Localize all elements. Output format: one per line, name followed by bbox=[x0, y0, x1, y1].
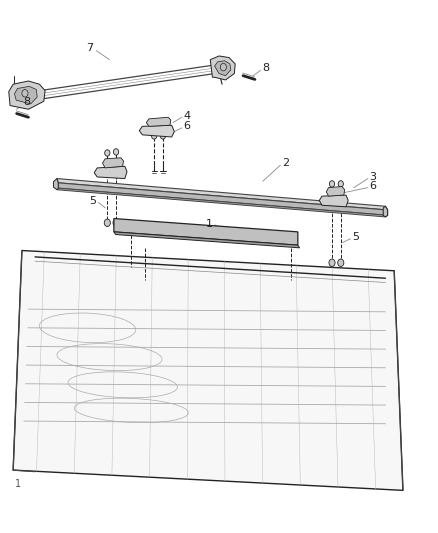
Circle shape bbox=[338, 181, 343, 187]
Text: 6: 6 bbox=[183, 122, 190, 131]
Polygon shape bbox=[215, 61, 231, 76]
Circle shape bbox=[329, 181, 335, 187]
Circle shape bbox=[338, 259, 344, 266]
Text: 4: 4 bbox=[183, 111, 190, 120]
Circle shape bbox=[220, 63, 226, 71]
Polygon shape bbox=[139, 125, 174, 137]
Polygon shape bbox=[13, 251, 403, 490]
Polygon shape bbox=[210, 56, 235, 80]
Polygon shape bbox=[102, 158, 124, 168]
Polygon shape bbox=[94, 166, 127, 179]
Text: 6: 6 bbox=[369, 181, 376, 191]
Circle shape bbox=[152, 133, 157, 139]
Polygon shape bbox=[114, 232, 300, 248]
Text: 8: 8 bbox=[24, 98, 31, 107]
Text: 3: 3 bbox=[369, 172, 376, 182]
Text: 5: 5 bbox=[352, 232, 359, 242]
Polygon shape bbox=[9, 81, 45, 109]
Text: 8: 8 bbox=[263, 63, 270, 73]
Circle shape bbox=[113, 149, 119, 155]
Circle shape bbox=[113, 219, 119, 227]
Polygon shape bbox=[114, 219, 298, 245]
Polygon shape bbox=[14, 86, 37, 104]
Text: 7: 7 bbox=[86, 43, 93, 53]
Circle shape bbox=[160, 133, 166, 139]
Text: 5: 5 bbox=[89, 196, 96, 206]
Circle shape bbox=[105, 150, 110, 156]
Polygon shape bbox=[53, 179, 58, 190]
Polygon shape bbox=[57, 179, 388, 210]
Polygon shape bbox=[383, 206, 388, 217]
Circle shape bbox=[329, 259, 335, 266]
Polygon shape bbox=[57, 188, 388, 217]
Polygon shape bbox=[146, 117, 171, 126]
Polygon shape bbox=[326, 187, 345, 196]
Text: 1: 1 bbox=[14, 479, 21, 489]
Circle shape bbox=[22, 90, 28, 97]
Polygon shape bbox=[319, 195, 348, 207]
Polygon shape bbox=[58, 183, 388, 215]
Text: 1: 1 bbox=[205, 219, 212, 229]
Text: 2: 2 bbox=[283, 158, 290, 167]
Circle shape bbox=[104, 219, 110, 227]
